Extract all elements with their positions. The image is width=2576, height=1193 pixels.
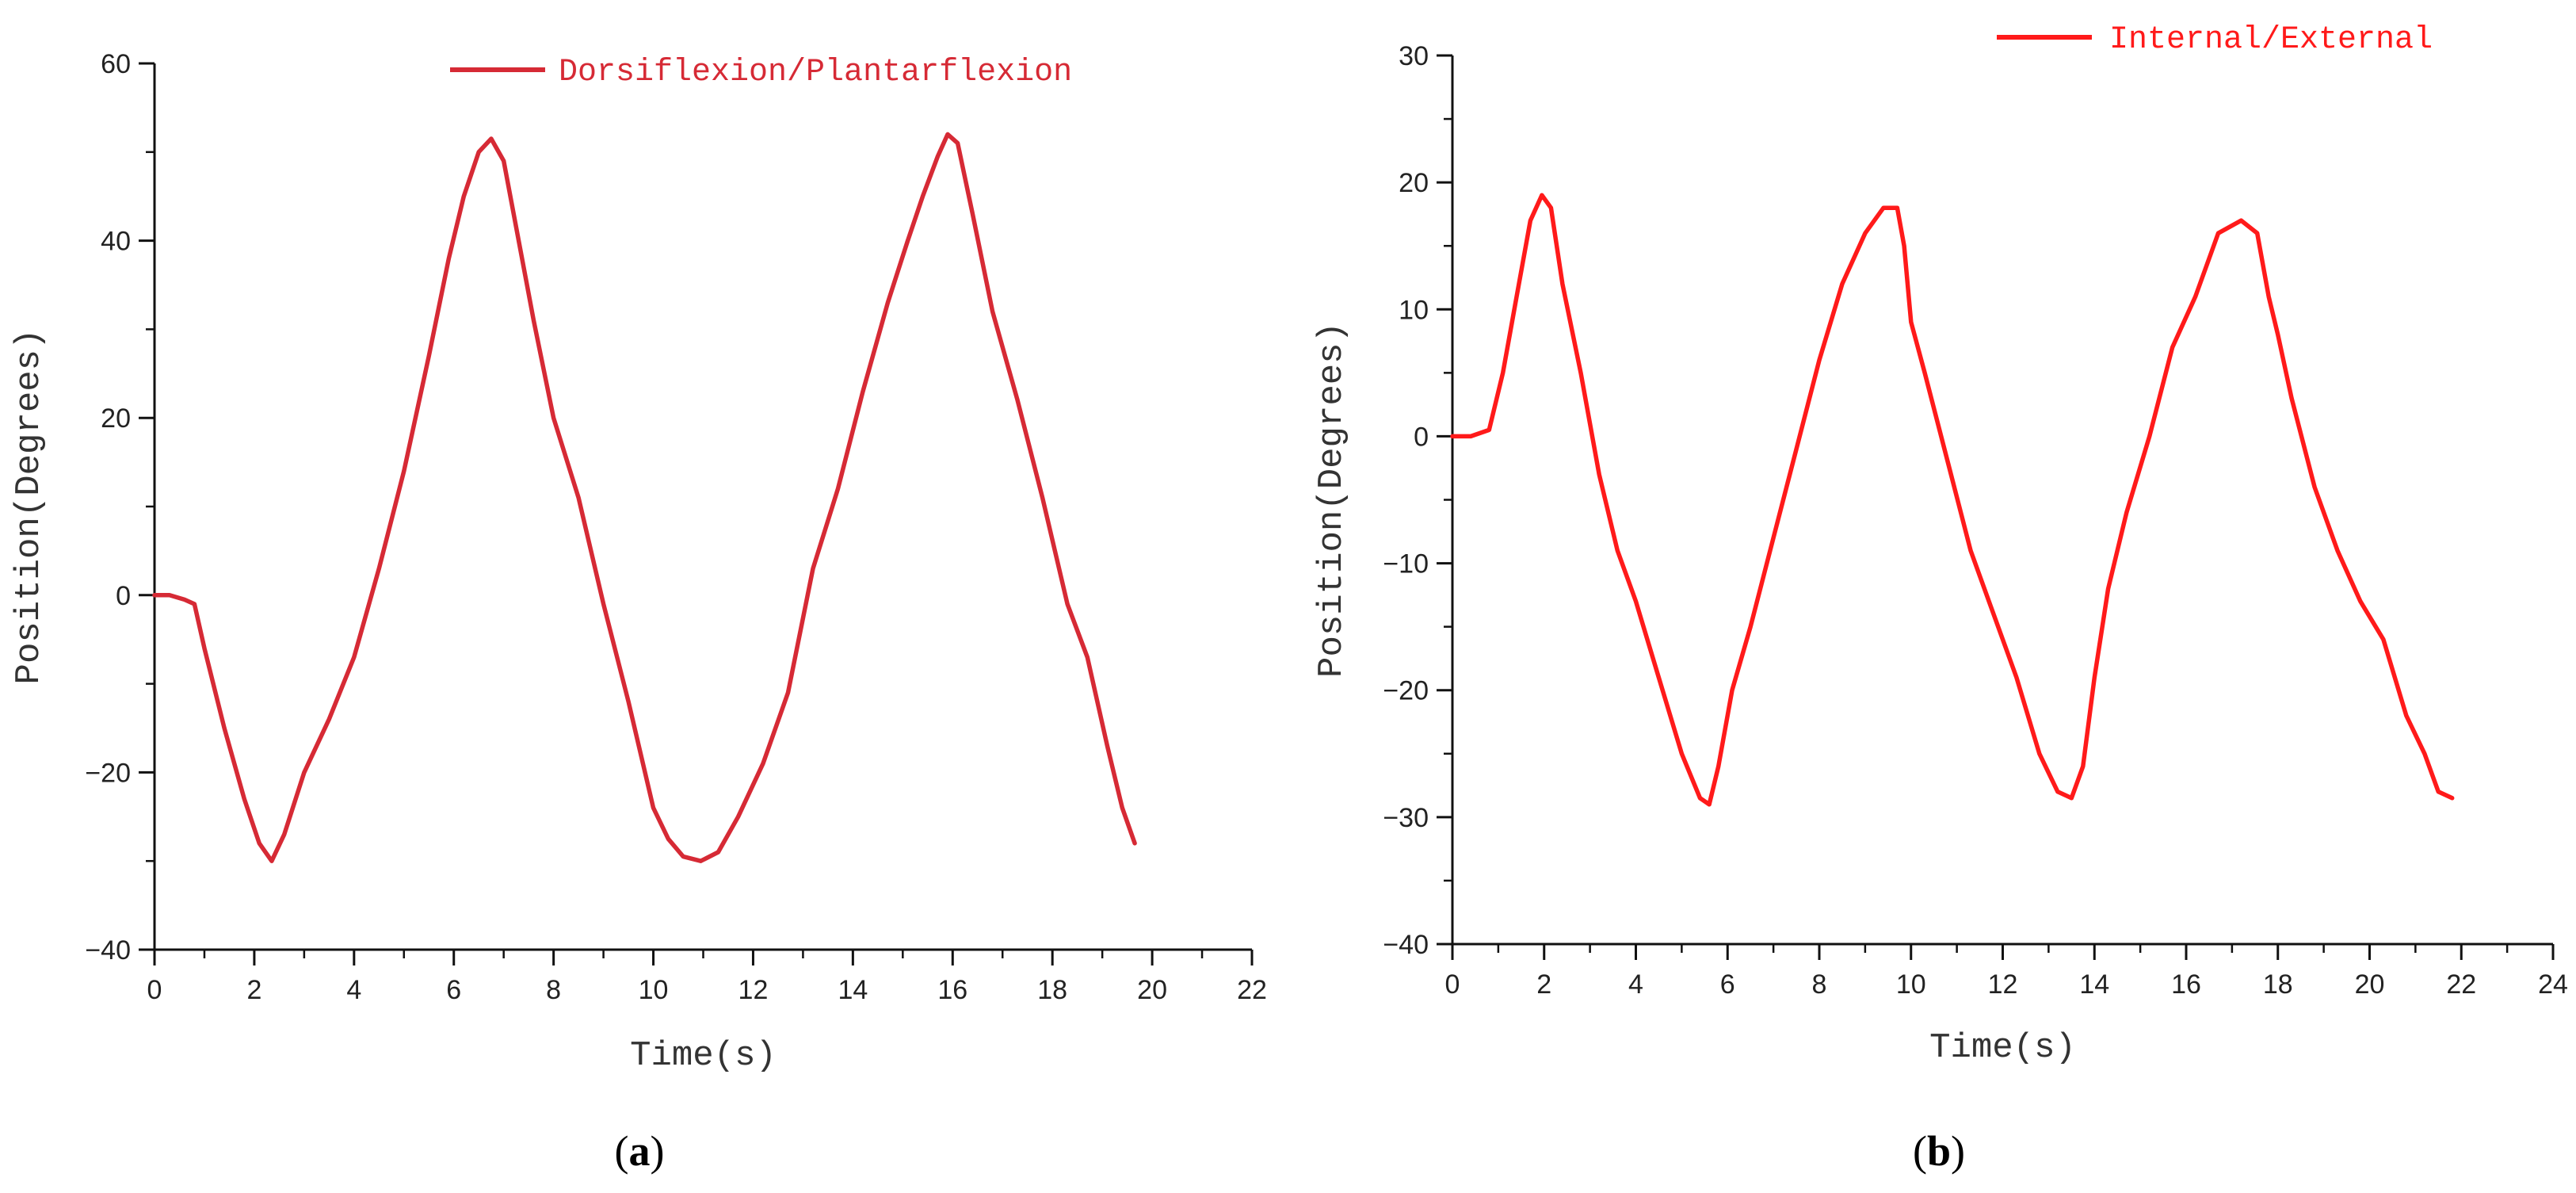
x-tick-label: 18 — [2263, 969, 2293, 1000]
x-tick-label: 4 — [1628, 969, 1643, 1000]
y-tick-label: 20 — [101, 403, 131, 434]
x-tick-label: 6 — [446, 975, 461, 1005]
x-tick-label: 16 — [937, 975, 967, 1005]
x-axis-title: Time(s) — [630, 1036, 777, 1076]
y-tick-label: −20 — [1383, 676, 1429, 706]
y-tick-label: 0 — [116, 581, 131, 611]
y-tick-label: 30 — [1399, 41, 1429, 71]
panel-label-letter: a — [629, 1127, 651, 1175]
x-tick-label: 10 — [1896, 969, 1926, 1000]
panel-label: (b) — [1913, 1127, 1965, 1175]
y-tick-label: 60 — [101, 49, 131, 79]
y-axis-title: Position(Degrees) — [1312, 322, 1352, 678]
y-tick-label: −30 — [1383, 803, 1429, 833]
x-tick-label: 6 — [1720, 969, 1735, 1000]
x-tick-label: 24 — [2538, 969, 2568, 1000]
panel-label-close: ) — [651, 1127, 665, 1175]
x-tick-label: 20 — [1137, 975, 1167, 1005]
y-tick-label: −10 — [1383, 549, 1429, 579]
y-tick-label: 0 — [1414, 422, 1429, 452]
legend-label: Dorsiflexion/Plantarflexion — [559, 55, 1072, 90]
y-tick-label: −20 — [85, 758, 131, 788]
x-tick-label: 12 — [1988, 969, 2018, 1000]
series-line — [152, 132, 1137, 863]
x-tick-label: 20 — [2355, 969, 2385, 1000]
series-line — [1450, 193, 2455, 807]
y-tick-label: −40 — [85, 935, 131, 965]
x-tick-label: 14 — [838, 975, 868, 1005]
panel-label-open: ( — [615, 1127, 629, 1175]
y-tick-label: −40 — [1383, 930, 1429, 960]
x-tick-label: 0 — [147, 975, 162, 1005]
legend-label: Internal/External — [2109, 22, 2433, 58]
x-tick-label: 22 — [2446, 969, 2476, 1000]
panel-label-open: ( — [1913, 1127, 1927, 1175]
x-tick-label: 2 — [246, 975, 261, 1005]
x-tick-label: 14 — [2079, 969, 2109, 1000]
y-tick-label: 10 — [1399, 295, 1429, 325]
panel-label-close: ) — [1951, 1127, 1965, 1175]
x-axis-title: Time(s) — [1929, 1028, 2076, 1068]
x-tick-label: 8 — [1812, 969, 1827, 1000]
x-tick-label: 16 — [2171, 969, 2201, 1000]
chart-panel-a: 0 2 4 6 8 10 12 14 16 18 20 22 −40 −20 0 20 40 60 Time(s) P… — [10, 49, 1267, 1175]
x-tick-label: 22 — [1237, 975, 1267, 1005]
x-tick-label: 4 — [346, 975, 361, 1005]
x-tick-label: 18 — [1037, 975, 1067, 1005]
y-tick-label: 40 — [101, 227, 131, 257]
y-axis-title: Position(Degrees) — [10, 329, 49, 685]
x-tick-label: 10 — [639, 975, 669, 1005]
y-tick-label: 20 — [1399, 168, 1429, 198]
panel-label-letter: b — [1927, 1127, 1951, 1175]
x-tick-label: 8 — [546, 975, 561, 1005]
x-tick-label: 2 — [1536, 969, 1551, 1000]
x-tick-label: 12 — [738, 975, 769, 1005]
chart-panel-b: 0 2 4 6 8 10 12 14 16 18 20 22 24−40−30−20−100102030… — [1312, 22, 2568, 1175]
panel-label: (a) — [615, 1127, 665, 1175]
x-tick-label: 0 — [1445, 969, 1460, 1000]
